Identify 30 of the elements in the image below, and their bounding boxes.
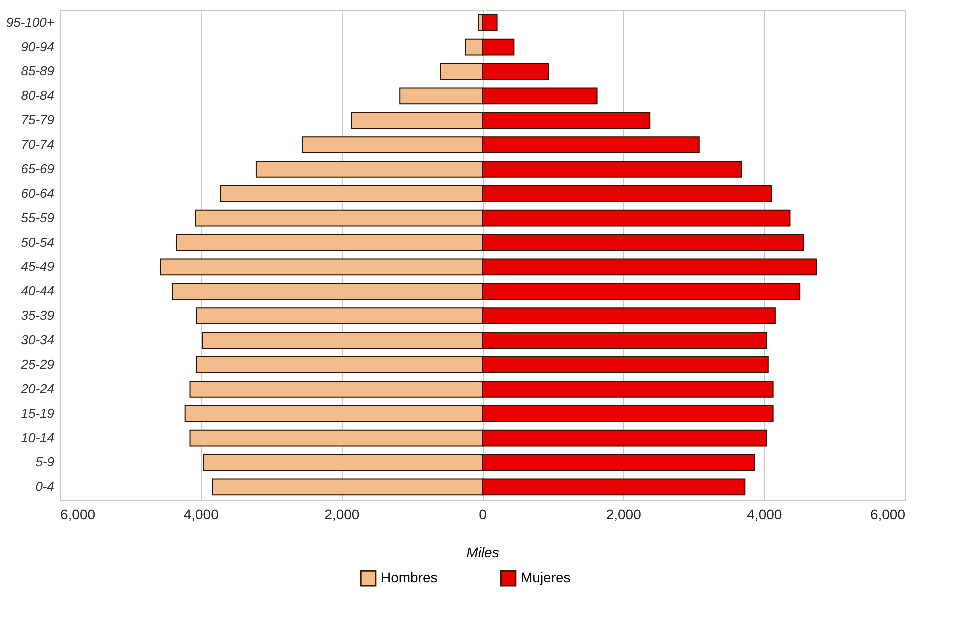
x-tick-label: 2,000 bbox=[324, 506, 360, 522]
y-tick-label: 50-54 bbox=[21, 234, 54, 250]
y-tick-label: 10-14 bbox=[21, 430, 54, 446]
y-tick-label: 85-89 bbox=[21, 64, 54, 79]
y-tick-label: 35-39 bbox=[21, 308, 54, 324]
y-tick-label: 45-49 bbox=[21, 259, 54, 274]
y-tick-label: 70-74 bbox=[21, 137, 54, 152]
y-tick-label: 25-29 bbox=[20, 356, 54, 372]
y-tick-label: 40-44 bbox=[21, 284, 54, 299]
x-tick-label: 6,000 bbox=[60, 506, 96, 522]
x-tick-label: 4,000 bbox=[747, 506, 782, 522]
y-tick-label: 0-4 bbox=[36, 479, 54, 494]
legend-label: Mujeres bbox=[521, 570, 571, 586]
x-tick-label: 6,000 bbox=[870, 506, 906, 522]
y-tick-label: 80-84 bbox=[21, 88, 54, 104]
x-tick-label: 4,000 bbox=[184, 506, 220, 522]
y-tick-label: 20-24 bbox=[20, 381, 54, 396]
y-tick-label: 60-64 bbox=[21, 186, 54, 201]
y-tick-label: 95-100+ bbox=[6, 14, 55, 30]
y-tick-label: 90-94 bbox=[21, 39, 54, 54]
y-tick-label: 55-59 bbox=[21, 210, 54, 226]
y-tick-label: 30-34 bbox=[21, 332, 54, 348]
y-tick-label: 75-79 bbox=[21, 112, 54, 128]
y-tick-label: 15-19 bbox=[21, 406, 54, 421]
y-tick-label: 65-69 bbox=[21, 161, 54, 176]
x-tick-label: 0 bbox=[479, 506, 488, 522]
y-tick-label: 5-9 bbox=[36, 454, 54, 470]
x-tick-label: 2,000 bbox=[606, 506, 642, 522]
legend-label: Hombres bbox=[381, 570, 438, 586]
x-axis-title: Miles bbox=[466, 544, 500, 560]
